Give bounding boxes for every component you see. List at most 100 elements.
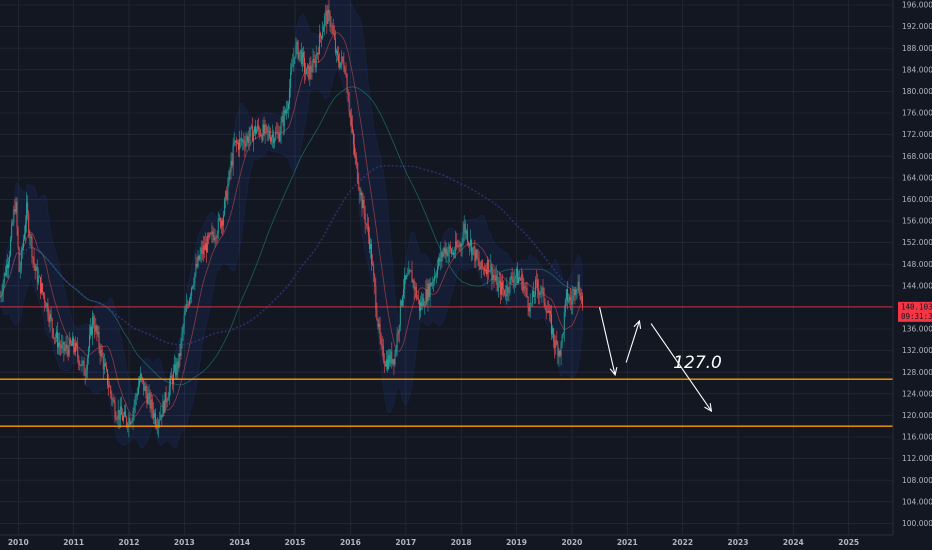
candle	[538, 278, 540, 305]
candle	[31, 232, 33, 264]
candle	[523, 278, 525, 295]
candle-body	[349, 111, 351, 117]
candle	[66, 335, 68, 358]
candle	[149, 389, 151, 413]
candle	[154, 408, 156, 429]
grid-lines	[0, 0, 893, 535]
candle	[181, 326, 183, 349]
candle	[216, 230, 218, 243]
candle	[259, 126, 261, 140]
candle-body	[439, 258, 441, 262]
candle-body	[507, 285, 509, 293]
candle-body	[301, 52, 303, 65]
candle	[296, 39, 298, 55]
candle-body	[373, 265, 375, 276]
candle-body	[79, 364, 81, 366]
candle	[571, 290, 573, 315]
candle	[225, 190, 227, 209]
candle	[287, 100, 288, 114]
candle	[243, 132, 245, 151]
candle	[150, 392, 152, 418]
candle-body	[576, 288, 578, 290]
candle-body	[22, 239, 24, 249]
candle-body	[398, 325, 400, 334]
candle	[570, 287, 572, 311]
candle-body	[297, 42, 299, 59]
candle-body	[455, 241, 457, 253]
candle-body	[81, 361, 83, 366]
candle	[471, 238, 473, 262]
candle-body	[100, 349, 102, 356]
candle-body	[31, 236, 33, 258]
x-tick-label: 2024	[783, 538, 804, 547]
candle	[543, 287, 545, 308]
projection-arrows[interactable]	[599, 307, 713, 413]
candle-body	[350, 116, 352, 126]
candle	[433, 268, 435, 286]
candle	[464, 219, 466, 240]
candle	[476, 249, 478, 260]
candle-body	[419, 299, 420, 311]
candle	[541, 285, 543, 303]
candle	[348, 92, 350, 118]
candle-body	[20, 249, 22, 269]
candle-body	[217, 218, 219, 234]
candle	[440, 241, 442, 271]
candle	[377, 318, 379, 330]
candle-body	[149, 392, 151, 409]
candle	[335, 48, 337, 63]
candle-body	[449, 246, 451, 250]
horizontal-levels[interactable]	[0, 306, 893, 427]
candle	[462, 221, 464, 246]
candle-body	[417, 298, 419, 300]
candle-body	[505, 294, 507, 297]
target-annotation[interactable]: 127.0	[673, 353, 722, 373]
candle	[495, 265, 497, 285]
time-axis-background	[0, 535, 932, 550]
candle-body	[96, 325, 98, 334]
arrow-head	[633, 319, 642, 329]
candle-body	[112, 399, 114, 401]
candle	[573, 286, 575, 301]
candle-body	[15, 201, 17, 212]
candle-body	[558, 350, 560, 357]
candle-body	[75, 342, 77, 352]
candle-body	[581, 295, 583, 307]
candle	[368, 227, 370, 254]
projection-arrow[interactable]	[650, 323, 713, 413]
candle-body	[493, 275, 495, 278]
candle	[301, 48, 303, 72]
candle-body	[197, 255, 199, 267]
candle-body	[561, 335, 563, 344]
candle-body	[131, 420, 133, 423]
candle-body	[411, 270, 413, 283]
candle	[427, 279, 429, 312]
candle-body	[157, 427, 159, 429]
candle-body	[563, 311, 565, 333]
projection-arrow[interactable]	[599, 307, 618, 377]
candle	[5, 259, 7, 278]
candle	[321, 35, 322, 48]
candle	[551, 304, 552, 340]
y-tick-label: 160.000	[902, 195, 932, 204]
candle-body	[293, 57, 295, 65]
candle-body	[109, 386, 111, 388]
candle-body	[344, 69, 346, 74]
candle-body	[136, 394, 138, 396]
candle	[308, 65, 310, 81]
candle	[384, 360, 386, 367]
candle-body	[338, 55, 340, 63]
y-tick-label: 104.000	[902, 497, 932, 506]
candle	[479, 261, 481, 270]
time-axis[interactable]: 2010 2011 2012 2013 2014 2015 2016 2017 2018 2019…	[8, 538, 859, 547]
candle-body	[174, 364, 176, 371]
candle-body	[544, 302, 546, 308]
candle	[376, 302, 378, 321]
candle	[8, 256, 9, 279]
projection-arrow[interactable]	[625, 319, 642, 363]
arrow-head	[704, 403, 713, 413]
candle	[344, 65, 346, 75]
candle-body	[466, 230, 468, 243]
